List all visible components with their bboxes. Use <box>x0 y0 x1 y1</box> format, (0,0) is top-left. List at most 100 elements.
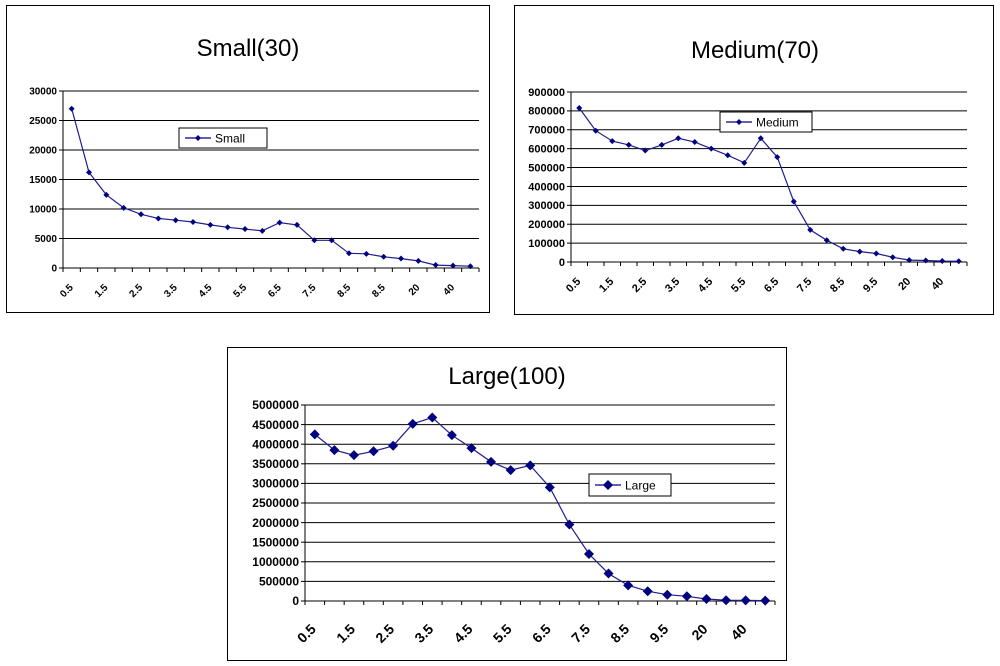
y-tick-label: 1000000 <box>252 555 299 569</box>
data-point <box>564 519 575 530</box>
y-tick-label: 400000 <box>528 181 565 193</box>
legend-marker <box>195 135 201 141</box>
y-tick-label: 0 <box>51 264 57 275</box>
data-point <box>348 450 359 461</box>
data-point <box>329 445 340 456</box>
data-point <box>708 145 715 152</box>
data-point <box>415 257 422 264</box>
x-tick-label: 3.5 <box>162 282 180 300</box>
data-point <box>309 429 320 440</box>
chart-medium-svg: Medium(70) 0 100000 200000 300000 400000 50000… <box>528 37 968 295</box>
x-tick-label: 0.5 <box>294 621 319 646</box>
series-line <box>578 107 959 262</box>
x-tick-label: 40 <box>441 282 457 298</box>
y-tick-label: 900000 <box>528 87 565 99</box>
x-tick-label: 0.5 <box>564 276 583 295</box>
data-point <box>955 258 962 265</box>
data-point <box>592 127 599 134</box>
x-tick-label: 0.5 <box>58 282 76 300</box>
data-point <box>623 580 634 591</box>
data-point <box>625 141 632 148</box>
data-point <box>840 245 847 252</box>
y-tick-label: 3000000 <box>252 477 299 491</box>
x-tick-label: 3.5 <box>411 621 436 646</box>
data-point <box>328 237 335 244</box>
data-point <box>741 159 748 166</box>
chart-medium: Medium(70) 0 100000 200000 300000 400000 50000… <box>514 5 994 315</box>
chart-large-svg: Large(100) 0 500000 1000000 1500000 2000000 25… <box>252 363 776 646</box>
data-point <box>138 211 144 218</box>
x-tick-label: 2.5 <box>128 282 146 300</box>
legend-label: Small <box>215 132 245 146</box>
data-point <box>407 418 418 429</box>
y-tick-label: 25000 <box>29 116 57 127</box>
data-point <box>856 248 863 255</box>
data-point <box>466 443 477 454</box>
y-tick-label: 5000000 <box>252 398 299 412</box>
x-tick-label: 7.5 <box>795 276 814 295</box>
y-tick-label: 600000 <box>528 144 565 156</box>
x-tick-label: 6.5 <box>762 276 781 295</box>
y-tick-label: 0 <box>292 594 299 608</box>
data-point <box>380 253 387 260</box>
chart-small-svg: Small(30) 0 5000 10000 15000 20000 25000 30000 0… <box>29 35 480 300</box>
data-point <box>68 105 75 112</box>
x-tick-label: 9.5 <box>646 621 671 646</box>
series-line <box>71 108 471 267</box>
data-point <box>906 257 913 264</box>
x-tick-label: 4.5 <box>197 282 215 300</box>
y-tick-label: 2000000 <box>252 516 299 530</box>
data-point <box>294 221 300 228</box>
x-tick-label: 40 <box>727 621 749 643</box>
data-point <box>467 263 474 270</box>
data-point <box>889 254 896 261</box>
x-tick-label: 1.5 <box>333 621 358 646</box>
data-point <box>922 257 929 264</box>
chart-title: Large(100) <box>448 363 565 390</box>
x-tick-label: 6.5 <box>266 282 284 300</box>
x-tick-label: 5.5 <box>232 282 250 300</box>
data-point <box>939 258 946 265</box>
data-point <box>363 250 370 257</box>
x-tick-label: 40 <box>929 276 946 293</box>
x-tick-label: 8.5 <box>336 282 354 300</box>
chart-title: Medium(70) <box>691 37 819 64</box>
y-tick-label: 4000000 <box>252 437 299 451</box>
y-tick-label: 10000 <box>29 205 57 216</box>
data-point <box>701 594 712 605</box>
y-tick-label: 20000 <box>29 146 57 157</box>
data-point <box>873 250 880 257</box>
legend-marker <box>736 119 742 125</box>
x-tick-label: 7.5 <box>568 621 593 646</box>
data-point <box>155 215 162 222</box>
chart-title: Small(30) <box>197 35 300 62</box>
x-tick-label: 5.5 <box>729 276 748 295</box>
data-point <box>740 595 751 606</box>
y-tick-label: 30000 <box>29 87 57 98</box>
data-point <box>576 105 583 112</box>
y-tick-label: 500000 <box>528 162 565 174</box>
data-point <box>120 204 127 211</box>
y-tick-label: 5000 <box>35 234 58 245</box>
data-point <box>662 589 673 600</box>
data-point <box>505 465 516 476</box>
x-tick-label: 9.5 <box>861 276 880 295</box>
series-line <box>314 416 766 602</box>
legend-box <box>178 127 268 149</box>
data-point <box>427 412 438 423</box>
x-tick-label: 7.5 <box>301 282 319 300</box>
data-point <box>642 147 649 154</box>
data-point <box>388 440 399 451</box>
data-point <box>346 250 352 257</box>
data-point <box>446 430 457 441</box>
data-point <box>368 446 379 457</box>
x-tick-label: 2.5 <box>372 621 397 646</box>
data-point <box>103 191 110 198</box>
data-point <box>609 138 616 145</box>
x-tick-label: 4.5 <box>696 276 715 295</box>
legend-label: Medium <box>756 116 799 130</box>
data-point <box>807 226 814 233</box>
legend-box <box>719 111 813 133</box>
data-point <box>724 152 731 159</box>
data-point <box>658 141 665 148</box>
